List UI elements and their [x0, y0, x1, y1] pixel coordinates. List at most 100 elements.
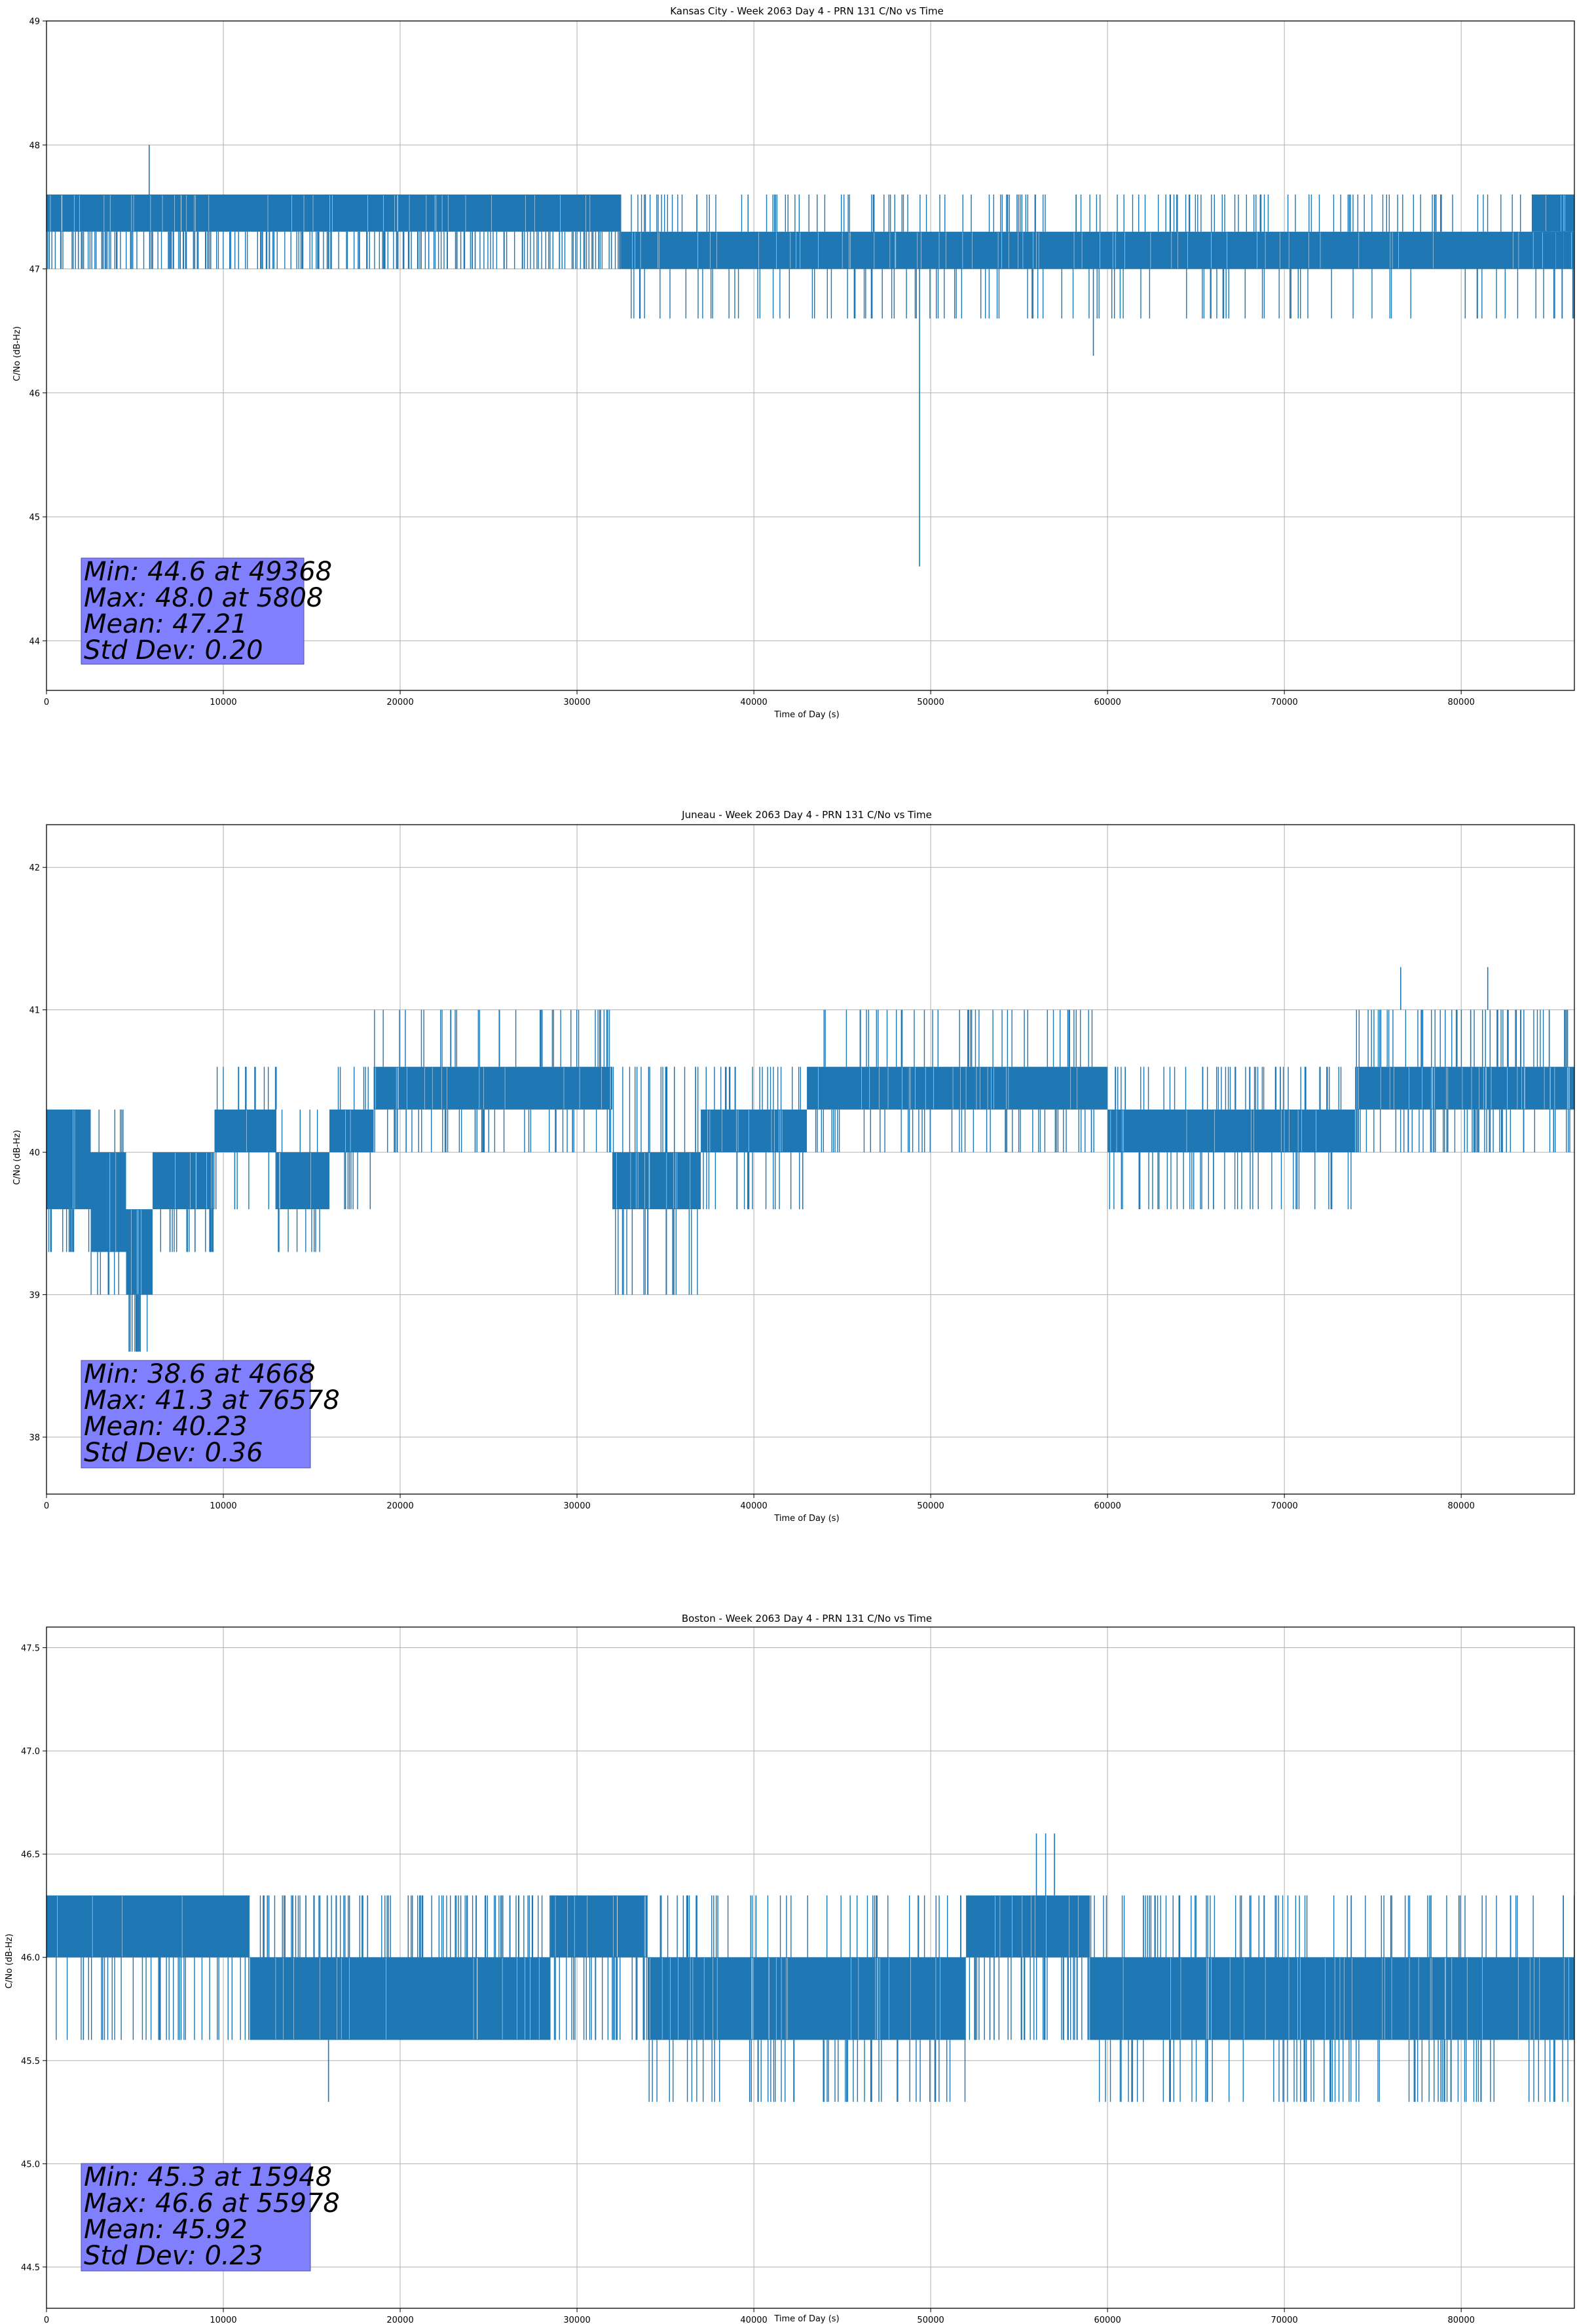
cno-band — [250, 1957, 551, 2040]
y-tick-label: 47 — [29, 265, 40, 275]
cno-band — [373, 1066, 613, 1110]
stats-max: Max: 41.3 at 76578 — [84, 1385, 340, 1415]
cno-band — [701, 1109, 807, 1153]
x-tick-label: 20000 — [386, 2315, 413, 2324]
series-cno — [46, 145, 1575, 567]
x-tick-label: 80000 — [1448, 2315, 1475, 2324]
y-tick-label: 44.5 — [21, 2263, 40, 2273]
cno-band — [153, 1152, 215, 1210]
axis-ticks: 0 10000 20000 30000 40000 50000 60000 70000 8000… — [29, 17, 1474, 707]
x-tick-label: 60000 — [1094, 2315, 1121, 2324]
x-tick-label: 10000 — [210, 2315, 236, 2324]
chart-kansas-city: Kansas City - Week 2063 Day 4 - PRN 131 … — [12, 5, 1575, 720]
y-tick-label: 46.5 — [21, 1850, 40, 1860]
stats-std-dev: Std Dev: 0.20 — [84, 635, 263, 665]
y-tick-label: 49 — [29, 17, 40, 27]
y-tick-label: 45.0 — [21, 2160, 40, 2169]
chart-juneau: Juneau - Week 2063 Day 4 - PRN 131 C/No … — [12, 809, 1575, 1524]
x-tick-label: 30000 — [563, 2315, 590, 2324]
stats-min: Min: 44.6 at 49368 — [84, 557, 332, 587]
x-tick-label: 40000 — [740, 698, 767, 707]
cno-band — [214, 1109, 277, 1153]
cno-band — [1355, 1066, 1574, 1110]
x-tick-label: 60000 — [1094, 1501, 1121, 1511]
x-tick-label: 70000 — [1271, 1501, 1297, 1511]
axis-ticks: 0 10000 20000 30000 40000 50000 60000 70000 8000… — [21, 1644, 1475, 2324]
series-cno — [46, 967, 1574, 1352]
x-axis-label: Time of Day (s) — [773, 710, 839, 720]
stats-std-dev: Std Dev: 0.23 — [84, 2241, 263, 2271]
x-axis-label: Time of Day (s) — [773, 2314, 839, 2324]
cno-band — [46, 1895, 250, 1958]
cno-band — [126, 1209, 153, 1295]
cno-band — [648, 1957, 967, 2040]
x-tick-label: 70000 — [1271, 698, 1297, 707]
x-tick-label: 40000 — [740, 2315, 767, 2324]
y-tick-label: 38 — [29, 1433, 40, 1443]
x-tick-label: 10000 — [210, 1501, 236, 1511]
y-tick-label: 39 — [29, 1291, 40, 1301]
x-tick-label: 50000 — [917, 1501, 944, 1511]
stats-mean: Mean: 47.21 — [84, 609, 248, 639]
stats-max: Max: 46.6 at 55978 — [84, 2188, 340, 2219]
y-tick-label: 48 — [29, 141, 40, 151]
y-tick-label: 41 — [29, 1006, 40, 1016]
stats-max: Max: 48.0 at 5808 — [84, 583, 323, 613]
stats-mean: Mean: 45.92 — [84, 2215, 248, 2245]
cno-band — [612, 1152, 701, 1210]
stats-box — [81, 2163, 311, 2272]
x-tick-label: 70000 — [1271, 2315, 1297, 2324]
x-tick-label: 40000 — [740, 1501, 767, 1511]
x-tick-label: 60000 — [1094, 698, 1121, 707]
x-tick-label: 0 — [44, 2315, 49, 2324]
x-tick-label: 80000 — [1448, 1501, 1475, 1511]
cno-band — [1090, 1957, 1574, 2040]
stats-min: Min: 45.3 at 15948 — [84, 2162, 332, 2192]
cno-band — [807, 1066, 1108, 1110]
cno-band — [621, 231, 1575, 269]
y-tick-label: 45 — [29, 513, 40, 523]
stats-box — [81, 1360, 311, 1469]
y-axis-label: C/No (dB-Hz) — [5, 1934, 14, 1989]
x-tick-label: 10000 — [210, 698, 236, 707]
y-tick-label: 44 — [29, 637, 40, 647]
series-cno — [46, 1833, 1575, 2102]
y-tick-label: 46 — [29, 389, 40, 399]
cno-band — [1107, 1109, 1356, 1153]
y-tick-label: 47.0 — [21, 1747, 40, 1757]
stats-std-dev: Std Dev: 0.36 — [84, 1438, 263, 1468]
stats-mean: Mean: 40.23 — [84, 1412, 248, 1442]
x-tick-label: 50000 — [917, 2315, 944, 2324]
y-tick-label: 42 — [29, 863, 40, 873]
plot-area-frame — [46, 824, 1575, 1495]
x-tick-label: 80000 — [1448, 698, 1475, 707]
plot-area-frame — [46, 20, 1575, 691]
y-tick-label: 46.0 — [21, 1953, 40, 1963]
cno-band — [276, 1152, 330, 1210]
x-tick-label: 30000 — [563, 1501, 590, 1511]
axis-ticks: 0 10000 20000 30000 40000 50000 60000 70000 8000… — [29, 863, 1474, 1511]
cno-band — [329, 1109, 374, 1153]
y-tick-label: 47.5 — [21, 1644, 40, 1654]
chart-title: Boston - Week 2063 Day 4 - PRN 131 C/No … — [682, 1613, 932, 1624]
x-tick-label: 50000 — [917, 698, 944, 707]
cno-band — [90, 1152, 126, 1252]
chart-title: Kansas City - Week 2063 Day 4 - PRN 131 … — [670, 5, 944, 17]
x-tick-label: 30000 — [563, 698, 590, 707]
x-tick-label: 0 — [44, 698, 49, 707]
cno-band — [46, 1109, 91, 1210]
cno-band — [1532, 194, 1574, 232]
x-axis-label: Time of Day (s) — [773, 1514, 839, 1524]
x-tick-label: 20000 — [386, 698, 413, 707]
y-axis-label: C/No (dB-Hz) — [12, 1130, 22, 1185]
plot-area-frame — [46, 1626, 1575, 2309]
stats-min: Min: 38.6 at 4668 — [84, 1359, 316, 1389]
y-tick-label: 40 — [29, 1148, 40, 1158]
x-tick-label: 0 — [44, 1501, 49, 1511]
y-tick-label: 45.5 — [21, 2057, 40, 2067]
cno-band — [550, 1895, 648, 1958]
y-axis-label: C/No (dB-Hz) — [12, 326, 22, 381]
chart-boston: Boston - Week 2063 Day 4 - PRN 131 C/No … — [5, 1613, 1575, 2324]
chart-title: Juneau - Week 2063 Day 4 - PRN 131 C/No … — [681, 809, 932, 821]
